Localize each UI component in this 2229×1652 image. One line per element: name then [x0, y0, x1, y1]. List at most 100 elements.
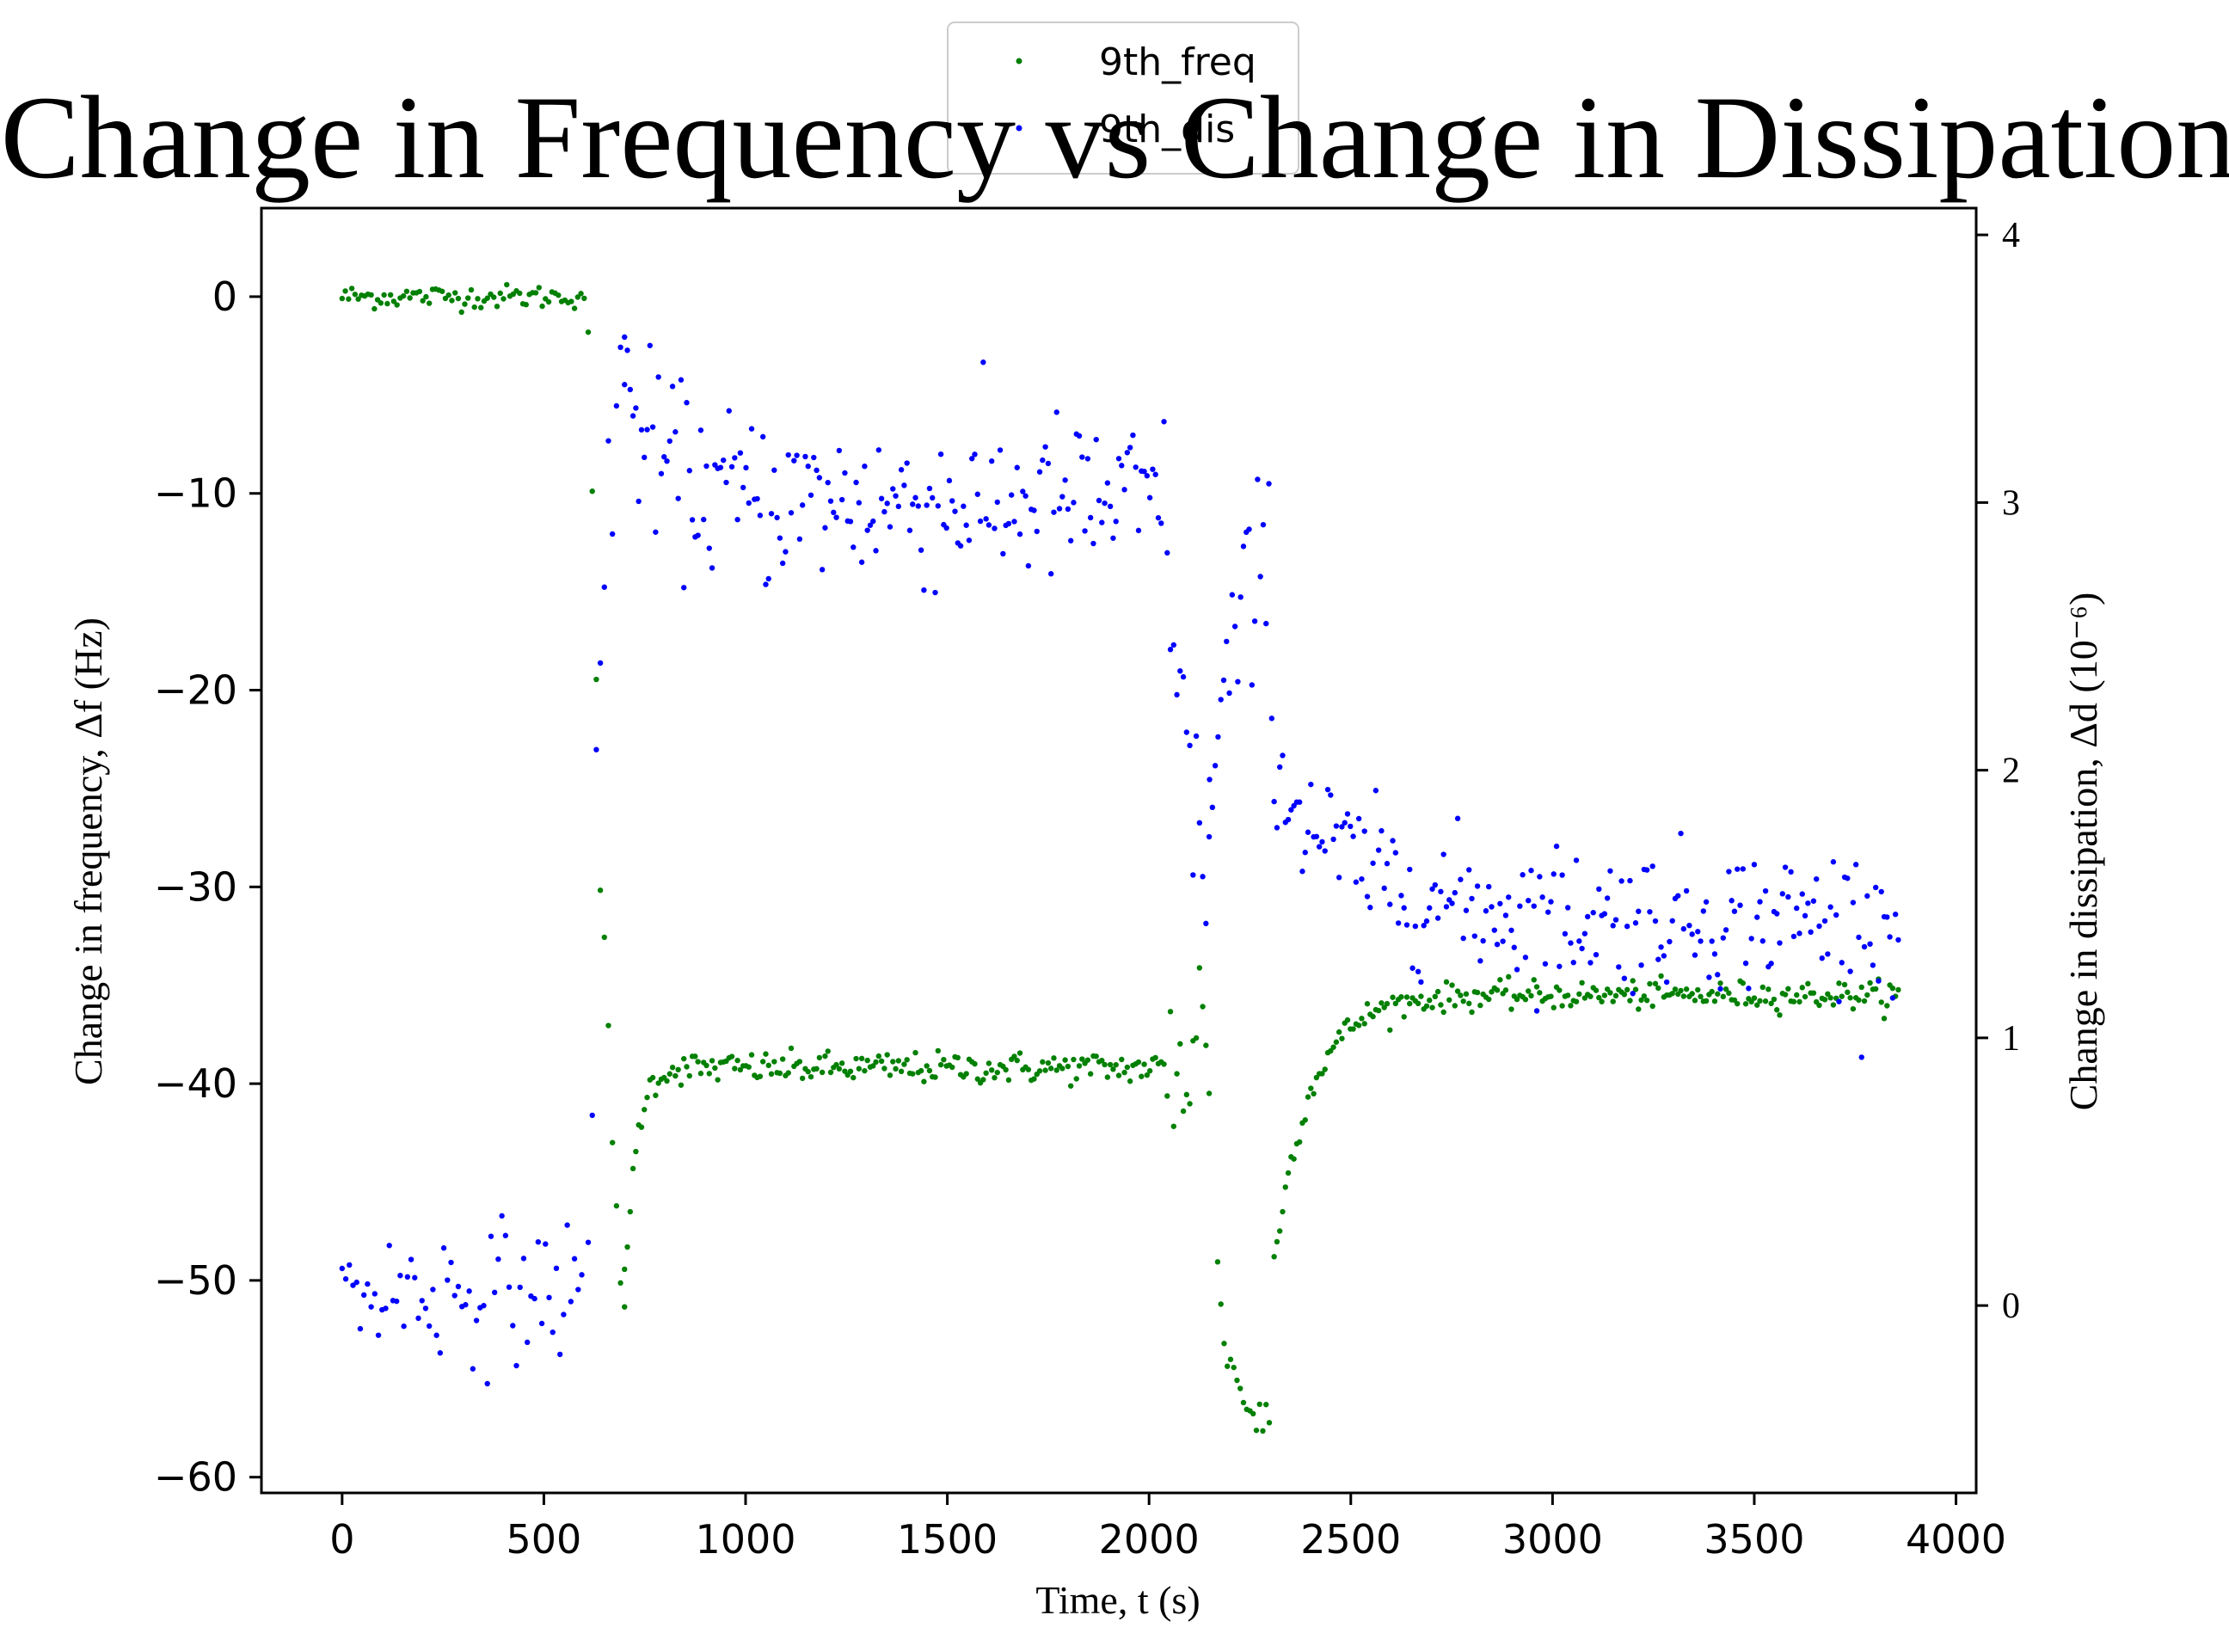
data-point [561, 1311, 567, 1317]
data-point [887, 524, 893, 530]
data-point [1689, 931, 1695, 937]
data-point [1678, 987, 1684, 994]
data-point [1782, 992, 1789, 998]
data-point [1440, 851, 1446, 857]
data-point [1418, 993, 1424, 999]
data-point [838, 496, 845, 503]
data-point [805, 464, 811, 470]
data-point [1742, 1001, 1749, 1007]
data-point [969, 456, 975, 462]
data-point [1177, 1041, 1183, 1047]
data-point [910, 501, 916, 507]
data-point [1852, 862, 1859, 868]
data-point [1249, 682, 1256, 688]
data-point [579, 1272, 585, 1278]
data-point [1161, 1061, 1167, 1067]
data-point [994, 499, 1000, 506]
data-point [394, 302, 400, 308]
data-point [1830, 859, 1837, 865]
data-point [681, 585, 687, 591]
data-point [1379, 1000, 1385, 1006]
data-point [536, 285, 542, 291]
data-point [1432, 881, 1439, 888]
data-point [1833, 912, 1839, 918]
data-point [1196, 965, 1203, 971]
data-point [799, 1075, 806, 1082]
data-point [1821, 997, 1828, 1003]
data-point [1090, 540, 1096, 547]
data-point [422, 1305, 429, 1311]
data-point [1432, 993, 1439, 1000]
data-point [972, 451, 978, 458]
data-point [1526, 988, 1532, 994]
data-point [1164, 550, 1170, 556]
data-point [605, 438, 611, 444]
data-point [593, 676, 599, 683]
data-point [1084, 1057, 1091, 1063]
data-point [664, 1078, 670, 1084]
data-point [994, 1069, 1000, 1076]
data-point [1427, 997, 1433, 1004]
data-point [1167, 647, 1174, 653]
data-point [491, 294, 497, 300]
data-point [653, 1092, 659, 1098]
data-point [1093, 436, 1099, 443]
data-point [684, 400, 690, 406]
data-point [1497, 977, 1503, 983]
data-point [1816, 1002, 1822, 1009]
data-point [629, 1165, 636, 1172]
data-point [1497, 900, 1503, 906]
data-point [1845, 989, 1851, 996]
data-point [1573, 857, 1580, 863]
data-point [1695, 929, 1701, 935]
data-point [1861, 998, 1868, 1004]
data-point [531, 1295, 537, 1302]
data-point [1526, 897, 1532, 904]
data-point [957, 543, 964, 549]
data-point [1020, 488, 1026, 494]
data-point [1206, 833, 1213, 840]
data-point [901, 1061, 907, 1067]
data-point [1825, 991, 1831, 998]
data-point [949, 498, 955, 504]
x-tick-label: 2500 [1300, 1516, 1401, 1563]
data-point [1104, 480, 1111, 486]
data-point [1649, 1003, 1655, 1010]
data-point [412, 1274, 418, 1280]
data-point [1715, 972, 1721, 978]
data-point [1601, 992, 1608, 998]
data-point [638, 1124, 645, 1130]
data-point [1135, 527, 1142, 534]
data-point [1557, 987, 1563, 993]
data-point [1452, 1003, 1458, 1009]
x-axis-label: Time, t (s) [1035, 1578, 1200, 1622]
data-point [1135, 1059, 1142, 1066]
data-point [1434, 988, 1441, 995]
data-point [384, 300, 390, 307]
data-point [1717, 980, 1723, 986]
data-point [1139, 1073, 1145, 1079]
data-point [1878, 999, 1884, 1005]
data-point [924, 1063, 930, 1069]
data-point [1858, 984, 1864, 991]
data-point [1328, 1047, 1334, 1054]
data-point [627, 386, 634, 393]
data-point [1375, 1007, 1382, 1014]
data-point [1872, 884, 1879, 891]
data-point [393, 1298, 400, 1305]
data-point [494, 304, 500, 310]
data-point [517, 1284, 523, 1291]
data-point [1469, 895, 1475, 902]
data-point [627, 1208, 634, 1215]
data-point [1655, 956, 1661, 962]
data-point [1777, 1012, 1783, 1018]
data-point [524, 1339, 531, 1346]
data-point [495, 1256, 501, 1262]
data-point [1562, 930, 1569, 937]
data-point [1124, 450, 1131, 456]
data-point [858, 1055, 865, 1062]
data-point [814, 1066, 820, 1072]
data-point [397, 1273, 403, 1279]
data-point [977, 518, 984, 525]
data-point [986, 1060, 992, 1066]
